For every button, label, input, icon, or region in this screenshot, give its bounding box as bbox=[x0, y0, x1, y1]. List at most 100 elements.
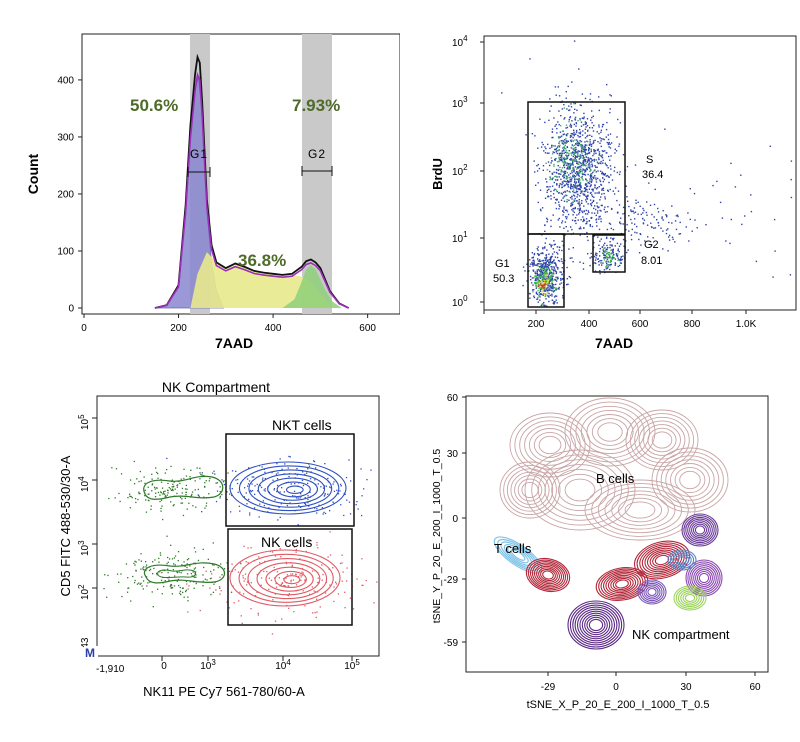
event-dot bbox=[564, 191, 567, 193]
event-dot bbox=[572, 185, 574, 188]
event-dot bbox=[581, 176, 583, 178]
event-dot bbox=[687, 212, 689, 214]
event-dot bbox=[619, 122, 622, 124]
event-dot bbox=[671, 222, 673, 224]
event-dot bbox=[177, 551, 180, 553]
event-dot bbox=[580, 164, 583, 167]
event-dot bbox=[304, 473, 306, 475]
event-dot bbox=[618, 145, 620, 147]
event-dot bbox=[533, 160, 535, 162]
event-dot bbox=[593, 242, 595, 244]
event-dot bbox=[183, 468, 185, 470]
b-cells-contour bbox=[617, 497, 663, 523]
event-dot bbox=[549, 280, 551, 282]
event-dot bbox=[591, 163, 593, 165]
event-dot bbox=[560, 173, 562, 175]
marker-badge[interactable] bbox=[84, 646, 98, 659]
event-dot bbox=[216, 490, 219, 492]
event-dot bbox=[630, 234, 633, 236]
event-dot bbox=[133, 460, 135, 463]
nkt-gate[interactable] bbox=[225, 433, 355, 527]
event-dot bbox=[552, 269, 554, 271]
event-dot bbox=[540, 293, 542, 295]
nk-ytick-1e2: 102 bbox=[77, 584, 91, 600]
event-dot bbox=[147, 582, 149, 584]
b-cells-contour bbox=[591, 483, 689, 537]
event-dot bbox=[249, 512, 251, 514]
event-dot bbox=[565, 133, 568, 136]
event-dot bbox=[602, 124, 604, 126]
event-dot bbox=[135, 561, 137, 563]
event-dot bbox=[239, 510, 241, 512]
event-dot bbox=[597, 148, 599, 150]
event-dot bbox=[567, 184, 569, 186]
event-dot bbox=[585, 184, 587, 186]
g2-gate[interactable] bbox=[592, 234, 626, 273]
brdu-xtick-label: 1.0K bbox=[736, 319, 757, 330]
event-dot bbox=[177, 578, 180, 581]
event-dot bbox=[589, 170, 592, 172]
event-dot bbox=[585, 167, 588, 170]
s-gate[interactable] bbox=[527, 101, 626, 235]
event-dot bbox=[662, 219, 664, 221]
event-dot bbox=[601, 189, 603, 191]
nkt-contour-ring bbox=[238, 465, 340, 512]
event-dot bbox=[570, 180, 572, 183]
event-dot bbox=[534, 135, 536, 137]
nk-cluster-contour bbox=[691, 521, 709, 539]
event-dot bbox=[545, 267, 548, 270]
event-dot bbox=[185, 475, 188, 477]
event-dot bbox=[584, 169, 587, 171]
event-dot bbox=[294, 483, 296, 485]
nk-gate[interactable] bbox=[227, 528, 353, 626]
nk-contour-ring bbox=[283, 575, 301, 585]
event-dot bbox=[148, 569, 151, 572]
event-dot bbox=[598, 151, 601, 153]
event-dot bbox=[567, 155, 569, 157]
event-dot bbox=[598, 250, 601, 253]
event-dot bbox=[578, 68, 580, 70]
event-dot bbox=[535, 275, 538, 277]
g1-gate[interactable] bbox=[527, 233, 565, 308]
event-dot bbox=[616, 255, 619, 258]
nkt-gate-label: NKT cells bbox=[272, 417, 332, 433]
event-dot bbox=[574, 172, 577, 174]
event-dot bbox=[268, 588, 270, 590]
event-dot bbox=[533, 289, 535, 291]
event-dot bbox=[593, 235, 595, 237]
event-dot bbox=[554, 256, 557, 258]
event-dot bbox=[576, 193, 579, 196]
event-dot bbox=[616, 136, 618, 138]
event-dot bbox=[590, 173, 592, 175]
event-dot bbox=[276, 463, 278, 465]
nkt-contour-ring bbox=[248, 469, 333, 508]
event-dot bbox=[595, 166, 597, 168]
event-dot bbox=[551, 286, 553, 288]
event-dot bbox=[228, 607, 230, 609]
event-dot bbox=[178, 571, 180, 573]
event-dot bbox=[155, 467, 157, 469]
event-dot bbox=[144, 495, 146, 497]
event-dot bbox=[574, 118, 576, 120]
event-dot bbox=[668, 236, 670, 238]
event-dot bbox=[272, 599, 274, 601]
event-dot bbox=[559, 271, 561, 273]
event-dot bbox=[572, 261, 574, 263]
g1-gate-marker[interactable] bbox=[187, 167, 211, 177]
event-dot bbox=[600, 155, 602, 157]
event-dot bbox=[544, 283, 546, 285]
event-dot bbox=[559, 283, 561, 285]
event-dot bbox=[585, 170, 587, 172]
event-dot bbox=[569, 176, 571, 178]
event-dot bbox=[170, 583, 173, 586]
event-dot bbox=[133, 562, 135, 565]
event-dot bbox=[186, 566, 188, 569]
event-dot bbox=[557, 121, 559, 123]
event-dot bbox=[584, 147, 586, 149]
g2-gate-marker[interactable] bbox=[301, 166, 333, 176]
event-dot bbox=[554, 279, 556, 281]
event-dot bbox=[544, 197, 547, 199]
event-dot bbox=[138, 559, 140, 561]
event-dot bbox=[613, 257, 615, 259]
event-dot bbox=[220, 563, 222, 565]
